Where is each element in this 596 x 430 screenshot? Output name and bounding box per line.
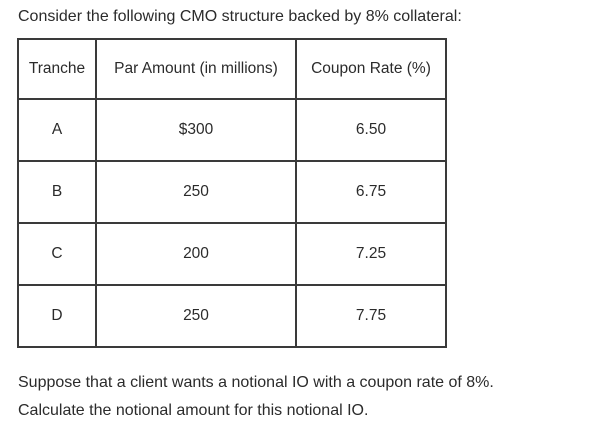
- header-tranche: Tranche: [17, 38, 97, 100]
- cmo-structure-table: Tranche Par Amount (in millions) Coupon …: [17, 38, 447, 348]
- table-row: D 250 7.75: [17, 284, 447, 348]
- table-row: B 250 6.75: [17, 160, 447, 224]
- par-amount-cell: 250: [95, 284, 297, 348]
- question-line-1: Suppose that a client wants a notional I…: [18, 374, 494, 391]
- tranche-cell: A: [17, 98, 97, 162]
- coupon-rate-cell: 6.50: [295, 98, 447, 162]
- coupon-rate-cell: 7.75: [295, 284, 447, 348]
- coupon-rate-cell: 7.25: [295, 222, 447, 286]
- header-coupon-rate: Coupon Rate (%): [295, 38, 447, 100]
- coupon-rate-cell: 6.75: [295, 160, 447, 224]
- par-amount-cell: 200: [95, 222, 297, 286]
- tranche-cell: B: [17, 160, 97, 224]
- header-par-amount: Par Amount (in millions): [95, 38, 297, 100]
- table-row: A $300 6.50: [17, 98, 447, 162]
- tranche-cell: D: [17, 284, 97, 348]
- intro-text: Consider the following CMO structure bac…: [18, 8, 462, 25]
- par-amount-cell: $300: [95, 98, 297, 162]
- tranche-cell: C: [17, 222, 97, 286]
- table-header-row: Tranche Par Amount (in millions) Coupon …: [17, 38, 447, 100]
- par-amount-cell: 250: [95, 160, 297, 224]
- question-text: Suppose that a client wants a notional I…: [18, 369, 494, 425]
- question-line-2: Calculate the notional amount for this n…: [18, 402, 369, 419]
- table-row: C 200 7.25: [17, 222, 447, 286]
